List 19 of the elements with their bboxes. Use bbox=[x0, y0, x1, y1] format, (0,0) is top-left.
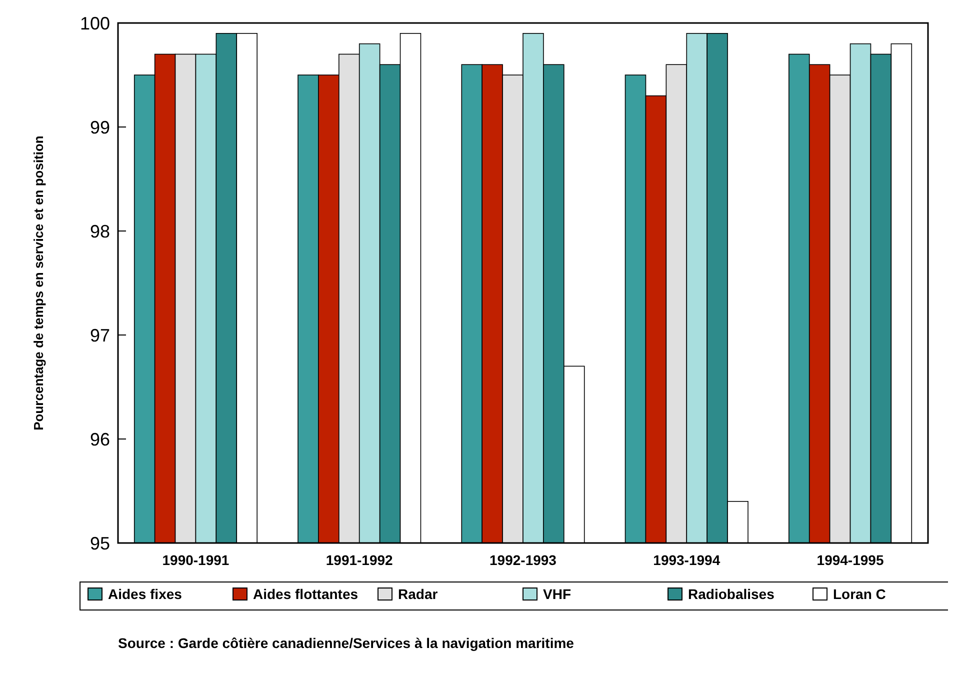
x-tick-label: 1991-1992 bbox=[326, 552, 394, 568]
y-tick-label: 100 bbox=[80, 13, 110, 34]
legend-label: Radiobalises bbox=[688, 586, 775, 602]
x-tick-label: 1992-1993 bbox=[490, 552, 557, 568]
y-tick-label: 97 bbox=[90, 325, 110, 346]
y-tick-label: 96 bbox=[90, 429, 110, 450]
legend-label: Radar bbox=[398, 586, 438, 602]
y-tick-label: 95 bbox=[90, 533, 110, 554]
legend-label: Loran C bbox=[833, 586, 886, 602]
y-tick-label: 99 bbox=[90, 117, 110, 138]
legend-label: Aides flottantes bbox=[253, 586, 358, 602]
y-tick-label: 98 bbox=[90, 221, 110, 242]
x-tick-label: 1993-1994 bbox=[653, 552, 720, 568]
x-tick-label: 1990-1991 bbox=[162, 552, 230, 568]
legend-label: VHF bbox=[543, 586, 572, 602]
source-note: Source : Garde côtière canadienne/Services à la navigation maritime bbox=[118, 635, 574, 651]
legend-label: Aides fixes bbox=[108, 586, 182, 602]
y-axis-title: Pourcentage de temps en service et en position bbox=[31, 136, 46, 430]
x-tick-label: 1994-1995 bbox=[816, 552, 884, 568]
